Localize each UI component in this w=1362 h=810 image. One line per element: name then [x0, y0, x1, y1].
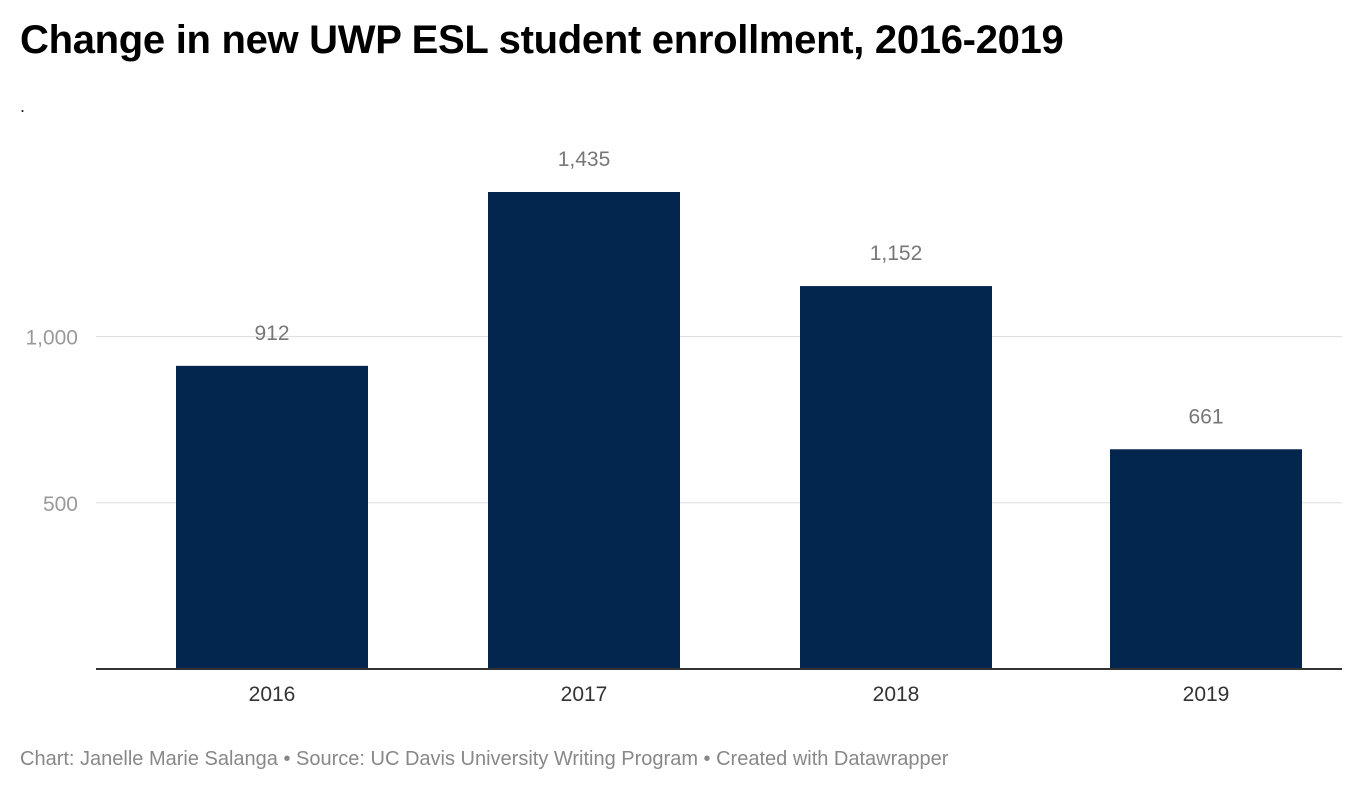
value-label-2018: 1,152 — [870, 242, 923, 265]
y-tick-label: 1,000 — [25, 327, 78, 350]
value-labels: 912 1,435 1,152 661 — [254, 148, 1223, 428]
x-axis-labels: 2016 2017 2018 2019 — [249, 683, 1230, 706]
value-label-2016: 912 — [254, 322, 289, 345]
y-tick-label: 500 — [43, 493, 78, 516]
x-tick-label-2017: 2017 — [561, 683, 608, 706]
bar-2019 — [1110, 449, 1302, 669]
value-label-2017: 1,435 — [558, 148, 611, 171]
x-tick-label-2018: 2018 — [873, 683, 920, 706]
bar-2016 — [176, 365, 368, 669]
value-label-2019: 661 — [1188, 405, 1223, 428]
chart-footer: Chart: Janelle Marie Salanga • Source: U… — [20, 748, 949, 770]
bars — [176, 192, 1302, 669]
chart-subtitle: . — [20, 96, 26, 116]
bar-2017 — [488, 192, 680, 669]
chart-title: Change in new UWP ESL student enrollment… — [20, 18, 1064, 62]
x-tick-label-2016: 2016 — [249, 683, 296, 706]
y-axis-ticks: 500 1,000 — [25, 327, 78, 516]
bar-2018 — [800, 286, 992, 669]
x-tick-label-2019: 2019 — [1183, 683, 1230, 706]
